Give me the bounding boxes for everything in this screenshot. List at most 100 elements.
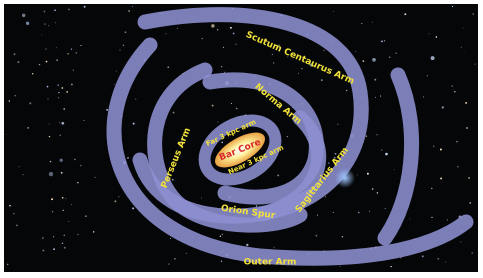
star: [433, 146, 434, 147]
star: [60, 135, 61, 136]
star: [201, 197, 202, 198]
star: [422, 255, 424, 257]
star: [431, 188, 432, 189]
star: [49, 136, 50, 137]
star: [71, 204, 72, 205]
star: [321, 79, 323, 81]
star: [85, 215, 87, 217]
star: [231, 103, 232, 104]
star: [273, 247, 274, 248]
star: [9, 205, 11, 207]
star: [170, 238, 171, 239]
star: [132, 6, 133, 7]
star: [66, 91, 68, 93]
star: [48, 99, 49, 100]
star: [186, 253, 187, 254]
star: [381, 150, 382, 151]
star: [13, 213, 15, 215]
star: [301, 68, 303, 70]
star: [45, 49, 46, 50]
star: [42, 250, 44, 252]
star: [44, 11, 46, 13]
star: [456, 141, 457, 142]
star: [44, 24, 45, 25]
star: [61, 172, 63, 174]
star: [233, 33, 235, 35]
star: [67, 53, 69, 55]
star: [52, 211, 53, 212]
star: [19, 166, 20, 167]
star: [374, 79, 376, 81]
star: [375, 97, 376, 98]
star: [68, 8, 70, 10]
star: [298, 73, 299, 74]
star: [461, 47, 462, 48]
star: [56, 59, 58, 61]
star: [62, 197, 64, 199]
star: [174, 258, 176, 260]
star: [118, 196, 119, 197]
star: [463, 27, 464, 28]
star: [287, 136, 288, 137]
star: [71, 48, 72, 49]
star: [93, 231, 94, 232]
star: [6, 134, 7, 135]
star: [217, 29, 218, 30]
star: [120, 49, 121, 50]
star: [168, 67, 169, 68]
star: [16, 225, 18, 227]
star: [64, 247, 66, 249]
star: [423, 96, 424, 97]
star: [466, 127, 468, 129]
star: [47, 86, 49, 88]
star: [59, 122, 60, 123]
star: [58, 97, 59, 98]
star: [7, 264, 8, 265]
star: [50, 161, 51, 162]
star: [337, 124, 338, 125]
star: [277, 174, 279, 176]
star: [221, 66, 222, 67]
star: [437, 258, 439, 260]
star: [220, 236, 221, 237]
star: [106, 109, 108, 111]
star: [128, 10, 130, 12]
star: [372, 22, 373, 23]
star: [445, 262, 446, 263]
star: [133, 123, 135, 125]
star: [475, 63, 476, 64]
star: [71, 84, 73, 86]
star: [63, 108, 65, 110]
star: [211, 24, 215, 28]
galaxy-diagram: Scutum Centaurus Arm Norma Arm Far 3 kpc…: [0, 0, 483, 278]
star: [431, 217, 432, 218]
star: [427, 75, 428, 76]
star: [236, 44, 237, 45]
star: [460, 241, 461, 242]
star: [451, 85, 453, 87]
star: [273, 62, 275, 64]
star: [135, 99, 136, 100]
star: [14, 53, 16, 55]
star: [366, 135, 367, 136]
star: [447, 219, 448, 220]
star: [14, 95, 15, 96]
star: [76, 52, 77, 53]
star: [27, 127, 29, 129]
star: [468, 177, 470, 179]
star: [272, 54, 273, 55]
star: [316, 235, 318, 237]
star: [77, 234, 78, 235]
star: [465, 102, 467, 104]
star: [48, 25, 49, 26]
star: [440, 178, 442, 180]
star: [201, 38, 202, 39]
star: [442, 106, 444, 108]
star: [61, 122, 64, 125]
star: [222, 234, 223, 235]
star: [389, 56, 391, 58]
star: [346, 90, 347, 91]
star: [80, 165, 81, 166]
star: [65, 198, 66, 199]
star: [41, 34, 42, 35]
